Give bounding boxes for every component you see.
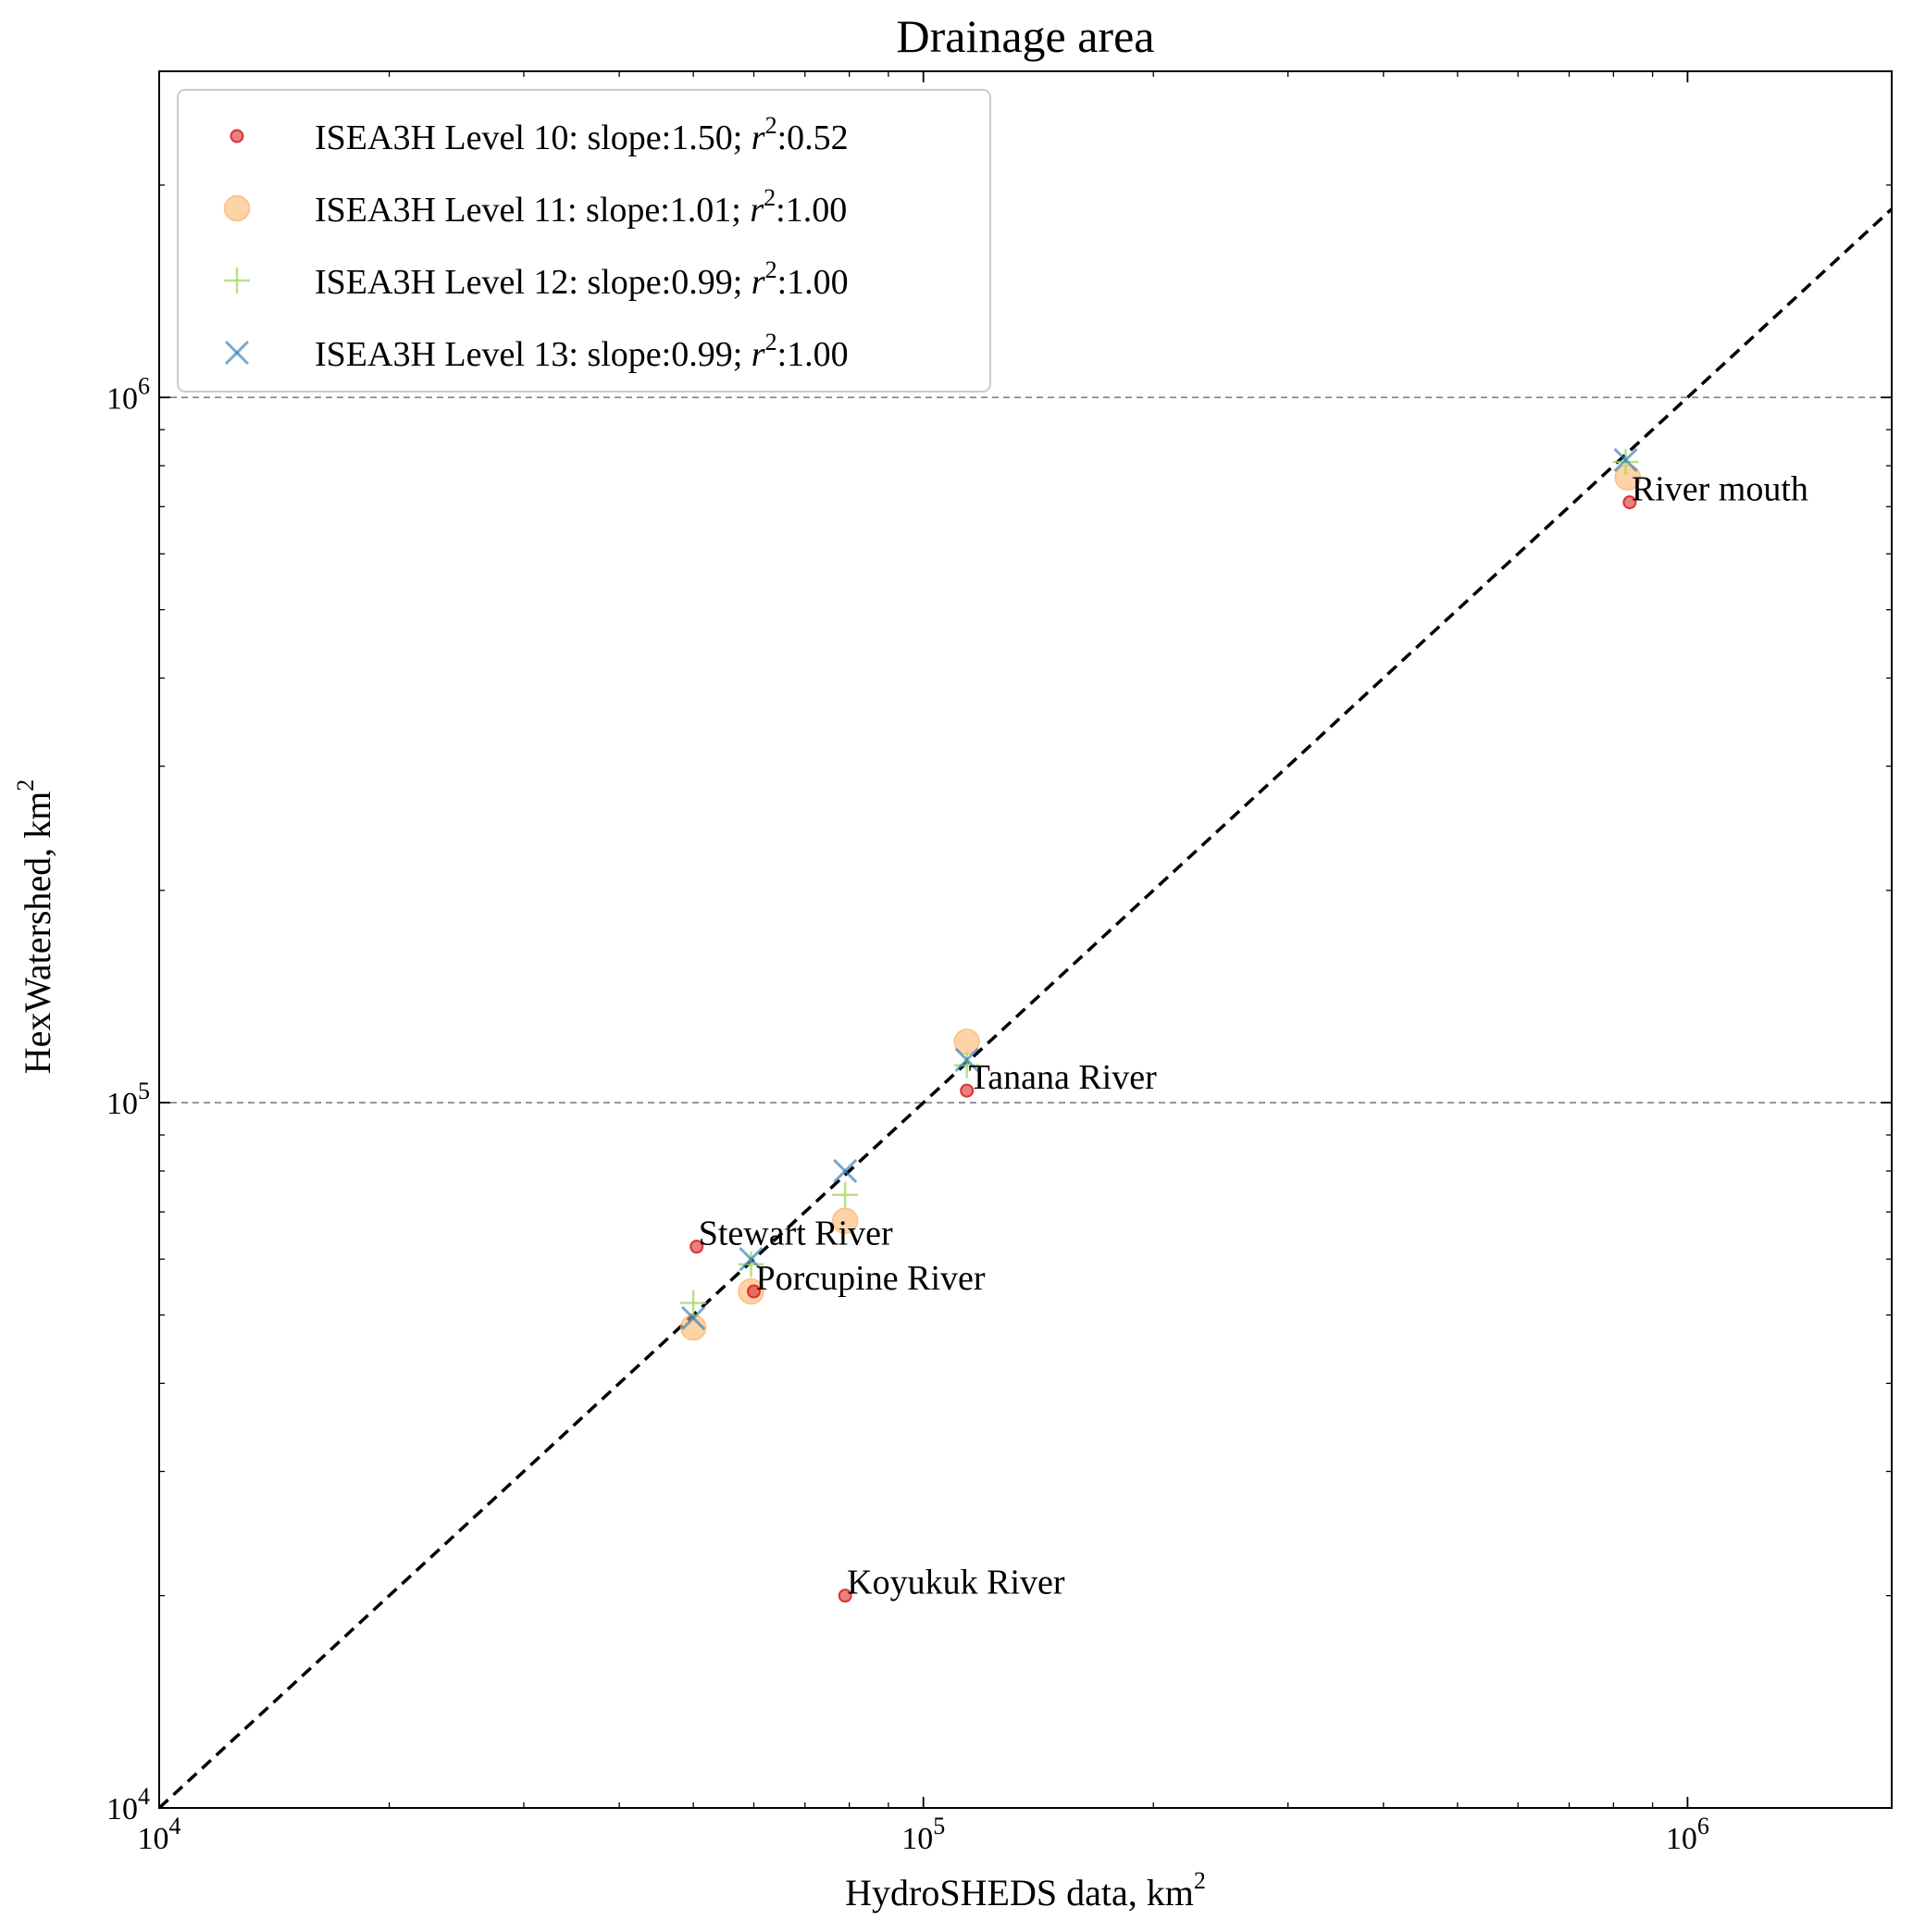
legend-marker xyxy=(224,268,250,293)
data-point xyxy=(1613,447,1638,473)
data-point xyxy=(747,1284,762,1299)
x-diag-b xyxy=(224,340,250,366)
data-point xyxy=(1614,464,1641,492)
legend-box xyxy=(177,89,991,393)
data-point xyxy=(960,1083,975,1098)
data-point xyxy=(681,1305,706,1330)
data-point xyxy=(738,1251,764,1278)
y-tick-label: 106 xyxy=(106,372,150,416)
legend-label-superscript: 2 xyxy=(765,112,777,139)
y-tick-base: 10 xyxy=(106,1087,138,1121)
x-axis-label-superscript: 2 xyxy=(1194,1867,1206,1894)
legend-label-prefix: ISEA3H Level 10: slope:1.50; xyxy=(315,118,752,157)
legend-entry: ISEA3H Level 11: slope:1.01; r2:1.00 xyxy=(223,184,847,230)
annotation-label: River mouth xyxy=(1632,470,1808,509)
y-axis-label: HexWatershed, km2 xyxy=(12,779,58,1075)
data-point xyxy=(838,1589,852,1603)
legend-label: ISEA3H Level 12: slope:0.99; r2:1.00 xyxy=(315,256,849,302)
legend-label-suffix: :1.00 xyxy=(776,191,847,230)
y-tick-base: 10 xyxy=(106,381,138,416)
legend-label-suffix: :0.52 xyxy=(777,118,849,157)
legend-label-r: r xyxy=(752,118,765,157)
x-diag-b xyxy=(681,1305,706,1330)
legend-entry: ISEA3H Level 10: slope:1.50; r2:0.52 xyxy=(230,112,849,157)
annotation-label: Stewart River xyxy=(699,1215,893,1253)
reference-line-group xyxy=(159,207,1892,1808)
annotation-label: Porcupine River xyxy=(756,1259,986,1298)
data-point xyxy=(833,1158,858,1184)
x-diag-b xyxy=(954,1047,979,1072)
y-tick-base: 10 xyxy=(106,1792,138,1826)
y-tick-exponent: 4 xyxy=(138,1783,150,1810)
plot-frame xyxy=(158,70,1893,1809)
x-tick-label: 105 xyxy=(901,1813,945,1856)
x-axis-label-text: HydroSHEDS data, km xyxy=(845,1872,1194,1913)
legend-label-superscript: 2 xyxy=(765,256,777,283)
legend-label-superscript: 2 xyxy=(765,329,777,355)
data-point xyxy=(689,1240,704,1254)
legend-marker xyxy=(223,194,251,222)
x-tick-exponent: 5 xyxy=(933,1813,945,1839)
legend-label-r: r xyxy=(752,335,765,374)
data-point xyxy=(680,1290,707,1316)
data-point xyxy=(832,1181,859,1208)
legend-label-prefix: ISEA3H Level 11: slope:1.01; xyxy=(315,191,750,230)
legend-marker xyxy=(230,129,244,143)
data-point xyxy=(953,1052,980,1078)
data-point xyxy=(739,1247,764,1272)
legend-label-suffix: :1.00 xyxy=(777,263,849,302)
y-tick-label: 105 xyxy=(106,1078,150,1121)
x-tick-label: 106 xyxy=(1666,1813,1709,1856)
y-tick-label: 104 xyxy=(106,1783,150,1826)
data-point xyxy=(954,1047,979,1072)
data-point xyxy=(1622,495,1637,510)
x-diag-b xyxy=(739,1247,764,1272)
legend-label-superscript: 2 xyxy=(764,184,776,211)
x-diag-b xyxy=(1613,447,1638,473)
x-tick-base: 10 xyxy=(138,1822,169,1856)
legend-label-prefix: ISEA3H Level 13: slope:0.99; xyxy=(315,335,752,374)
x-tick-base: 10 xyxy=(901,1822,933,1856)
series-level-12 xyxy=(680,449,1639,1316)
x-diag-b xyxy=(833,1158,858,1184)
legend-entry: ISEA3H Level 13: slope:0.99; r2:1.00 xyxy=(224,329,849,374)
x-tick-exponent: 4 xyxy=(169,1813,181,1839)
plot-area: River mouth Tanana River Koyukuk River Stew… xyxy=(158,70,1893,1809)
x-tick-label: 104 xyxy=(138,1813,181,1856)
y-tick-exponent: 5 xyxy=(138,1078,150,1104)
legend-label: ISEA3H Level 10: slope:1.50; r2:0.52 xyxy=(315,112,849,157)
series-level-10 xyxy=(689,495,1637,1603)
x-tick-exponent: 6 xyxy=(1697,1813,1709,1839)
chart-title: Drainage area xyxy=(897,10,1155,62)
y-axis-label-text: HexWatershed, km xyxy=(17,791,58,1075)
legend-label-prefix: ISEA3H Level 12: slope:0.99; xyxy=(315,263,752,302)
series-level-11 xyxy=(679,464,1641,1341)
legend-label-suffix: :1.00 xyxy=(777,335,849,374)
annotation-label: Koyukuk River xyxy=(847,1564,1065,1602)
one-to-one-line xyxy=(159,207,1892,1808)
annotation-label: Tanana River xyxy=(969,1058,1157,1097)
legend-label-r: r xyxy=(752,263,765,302)
legend: ISEA3H Level 10: slope:1.50; r2:0.52ISEA… xyxy=(177,89,991,393)
x-axis-label: HydroSHEDS data, km2 xyxy=(845,1867,1206,1913)
legend-label-r: r xyxy=(750,191,764,230)
y-tick-exponent: 6 xyxy=(138,372,150,399)
data-point xyxy=(831,1207,859,1234)
x-tick-base: 10 xyxy=(1666,1822,1697,1856)
y-axis-label-superscript: 2 xyxy=(12,779,39,791)
legend-entry: ISEA3H Level 12: slope:0.99; r2:1.00 xyxy=(224,256,849,302)
series-level-13 xyxy=(681,447,1638,1330)
legend-label: ISEA3H Level 11: slope:1.01; r2:1.00 xyxy=(315,184,847,230)
legend-label: ISEA3H Level 13: slope:0.99; r2:1.00 xyxy=(315,329,849,374)
legend-marker xyxy=(224,340,250,366)
